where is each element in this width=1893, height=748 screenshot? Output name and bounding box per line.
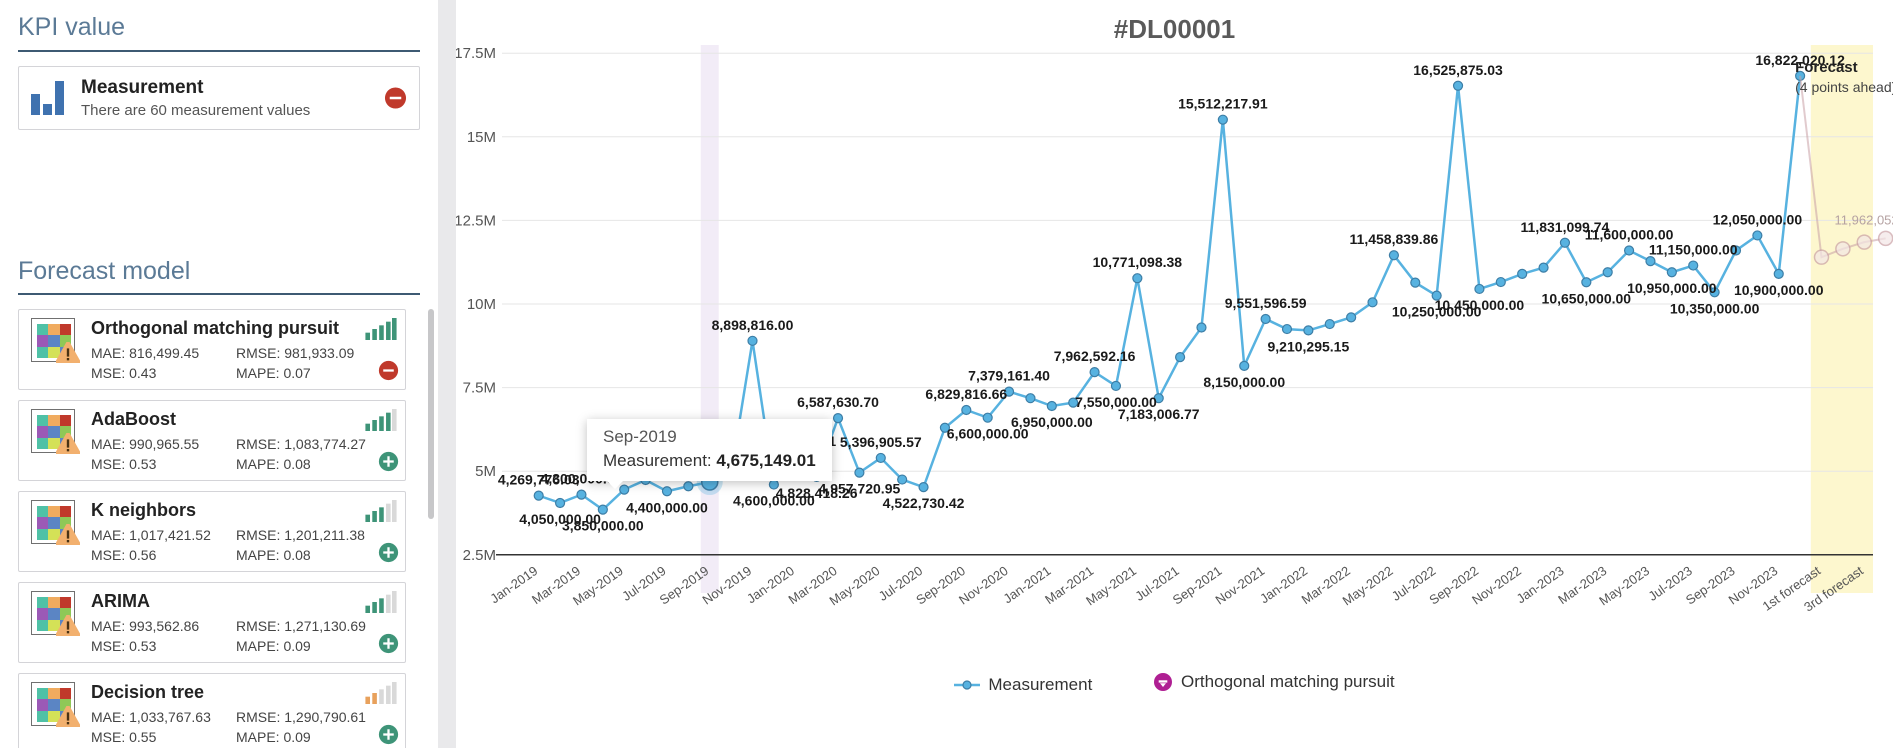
svg-text:5,396,905.57: 5,396,905.57: [840, 434, 922, 450]
svg-text:Nov-2022: Nov-2022: [1469, 563, 1524, 608]
svg-text:4,522,730.42: 4,522,730.42: [883, 495, 965, 511]
svg-text:12.5M: 12.5M: [456, 212, 496, 229]
svg-text:10,650,000.00: 10,650,000.00: [1542, 290, 1632, 306]
svg-text:7,962,592.16: 7,962,592.16: [1054, 348, 1136, 364]
svg-text:(4 points ahead): (4 points ahead): [1795, 79, 1893, 95]
svg-text:8,150,000.00: 8,150,000.00: [1203, 374, 1285, 390]
svg-text:10M: 10M: [467, 296, 496, 313]
svg-text:8,898,816.00: 8,898,816.00: [712, 317, 794, 333]
svg-text:6,587,630.70: 6,587,630.70: [797, 394, 879, 410]
svg-text:15,512,217.91: 15,512,217.91: [1178, 96, 1268, 112]
svg-text:9,551,596.59: 9,551,596.59: [1225, 295, 1307, 311]
svg-text:16,525,875.03: 16,525,875.03: [1413, 62, 1503, 78]
svg-text:10,900,000.00: 10,900,000.00: [1734, 282, 1824, 298]
svg-text:Nov-2021: Nov-2021: [1213, 563, 1268, 608]
svg-text:11,600,000.00: 11,600,000.00: [1585, 227, 1674, 243]
svg-text:15M: 15M: [467, 129, 496, 146]
svg-text:11,150,000.00: 11,150,000.00: [1649, 242, 1738, 258]
svg-text:9,210,295.15: 9,210,295.15: [1268, 338, 1350, 354]
svg-text:12,050,000.00: 12,050,000.00: [1713, 211, 1803, 227]
svg-text:7,183,006.77: 7,183,006.77: [1118, 406, 1200, 422]
svg-text:7.5M: 7.5M: [463, 380, 496, 397]
svg-text:11,458,839.86: 11,458,839.86: [1350, 231, 1439, 247]
svg-text:3,850,000.00: 3,850,000.00: [562, 518, 644, 534]
svg-text:6,829,816.66: 6,829,816.66: [925, 386, 1007, 402]
svg-text:4,400,000.00: 4,400,000.00: [626, 499, 708, 515]
svg-text:10,450,000.00: 10,450,000.00: [1435, 297, 1525, 313]
svg-text:10,350,000.00: 10,350,000.00: [1670, 300, 1760, 316]
svg-text:5M: 5M: [475, 463, 496, 480]
svg-text:2.5M: 2.5M: [463, 547, 496, 564]
svg-text:7,379,161.40: 7,379,161.40: [968, 368, 1050, 384]
svg-text:10,950,000.00: 10,950,000.00: [1627, 280, 1717, 296]
svg-text:6,950,000.00: 6,950,000.00: [1011, 414, 1093, 430]
svg-text:Nov-2020: Nov-2020: [956, 563, 1011, 608]
svg-text:11,962,052.40: 11,962,052.40: [1835, 212, 1893, 227]
svg-text:Forecast: Forecast: [1795, 59, 1858, 76]
svg-text:17.5M: 17.5M: [456, 45, 496, 62]
svg-text:10,771,098.38: 10,771,098.38: [1093, 254, 1183, 270]
